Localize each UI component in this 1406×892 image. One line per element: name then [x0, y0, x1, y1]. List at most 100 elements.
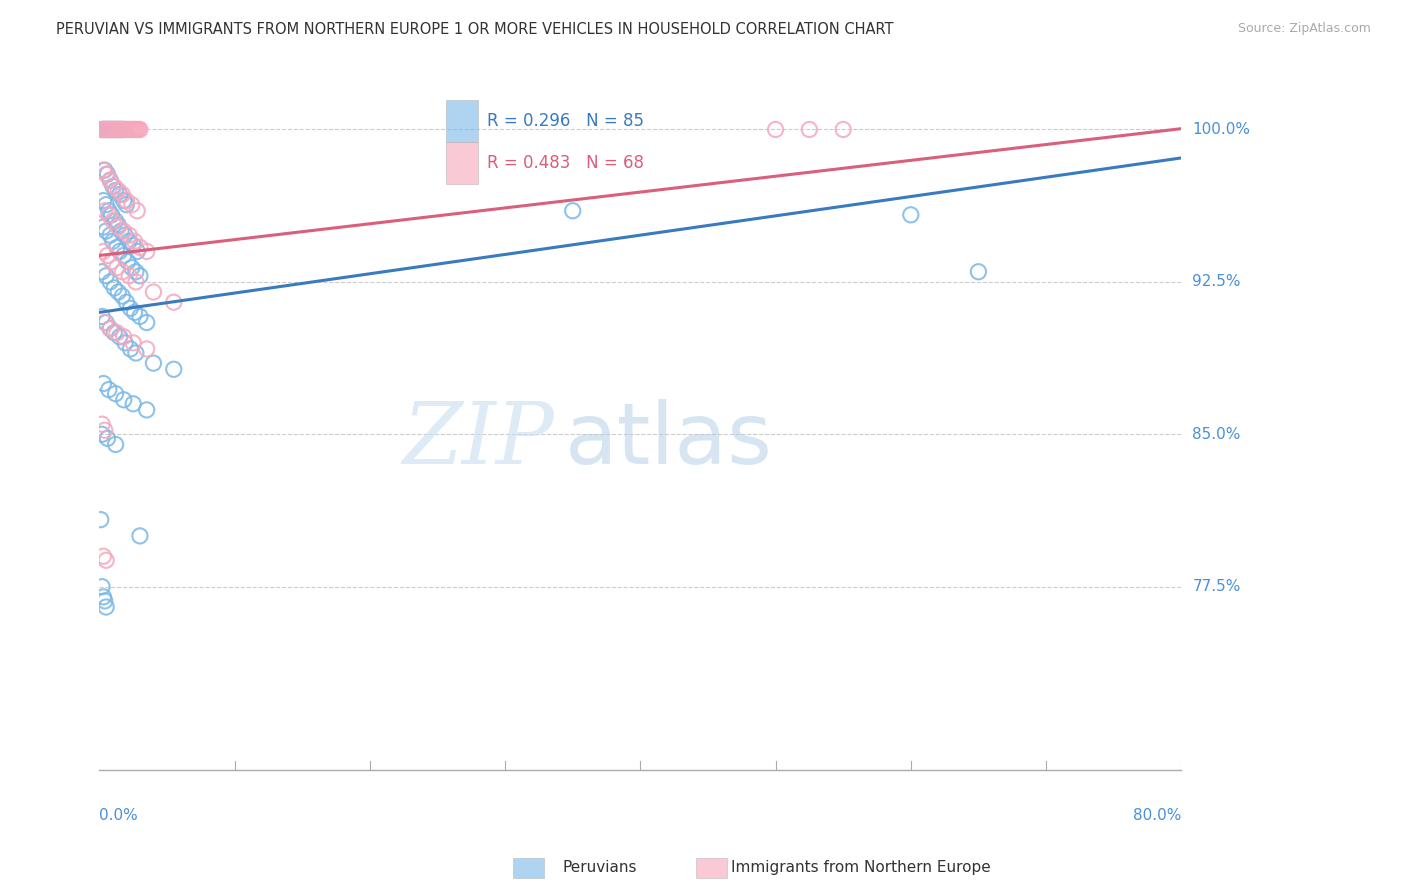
Point [93, 549, 115, 564]
Text: 0.0%: 0.0% [100, 808, 138, 823]
Point [91, 427, 114, 442]
Point [91, 417, 114, 431]
Point [112, 224, 135, 238]
Point [108, 122, 131, 136]
Point [104, 122, 127, 136]
Point [111, 122, 134, 136]
Point [98, 173, 121, 187]
Point [117, 122, 139, 136]
Point [93, 220, 115, 235]
Point [93, 590, 115, 604]
Point [103, 326, 125, 340]
Point [94, 203, 117, 218]
Point [107, 122, 129, 136]
Point [94, 122, 117, 136]
Point [94, 423, 117, 437]
Point [121, 260, 143, 275]
Point [94, 167, 117, 181]
Point [94, 224, 117, 238]
Point [100, 208, 122, 222]
Text: Source: ZipAtlas.com: Source: ZipAtlas.com [1237, 22, 1371, 36]
Point [94, 553, 117, 567]
Point [94, 122, 117, 136]
Point [135, 403, 157, 417]
Point [114, 228, 136, 243]
Point [103, 122, 125, 136]
Point [117, 254, 139, 268]
Point [115, 197, 138, 211]
Point [96, 248, 118, 262]
Point [108, 122, 131, 136]
Point [127, 244, 149, 259]
Point [107, 122, 129, 136]
Point [105, 122, 128, 136]
Point [103, 281, 125, 295]
Point [94, 594, 117, 608]
Point [115, 295, 138, 310]
Text: R = 0.296   N = 85: R = 0.296 N = 85 [486, 112, 644, 130]
Point [112, 330, 135, 344]
Point [96, 122, 118, 136]
Point [107, 285, 129, 299]
Point [142, 356, 165, 370]
Point [94, 197, 117, 211]
Point [111, 289, 134, 303]
Point [121, 197, 143, 211]
Point [122, 397, 145, 411]
Point [91, 122, 114, 136]
Text: PERUVIAN VS IMMIGRANTS FROM NORTHERN EUROPE 1 OR MORE VEHICLES IN HOUSEHOLD CORR: PERUVIAN VS IMMIGRANTS FROM NORTHERN EUR… [56, 22, 894, 37]
FancyBboxPatch shape [446, 142, 478, 184]
Point [112, 248, 135, 262]
Point [799, 122, 821, 136]
Point [94, 122, 117, 136]
Point [100, 122, 122, 136]
Point [104, 122, 127, 136]
Point [112, 194, 135, 208]
Point [91, 310, 114, 324]
Point [97, 122, 120, 136]
Point [105, 240, 128, 254]
Point [97, 208, 120, 222]
Point [104, 184, 127, 198]
Point [163, 295, 186, 310]
Point [118, 228, 141, 243]
Point [142, 285, 165, 299]
Point [107, 218, 129, 232]
Point [129, 529, 152, 543]
Point [124, 234, 146, 248]
Point [98, 321, 121, 335]
Point [96, 431, 118, 445]
Point [91, 580, 114, 594]
Point [129, 240, 152, 254]
Point [124, 122, 146, 136]
Point [101, 122, 124, 136]
Point [118, 122, 141, 136]
Point [94, 316, 117, 330]
Point [125, 275, 148, 289]
Point [90, 513, 112, 527]
Text: 92.5%: 92.5% [1192, 275, 1241, 289]
Text: atlas: atlas [565, 399, 772, 482]
Point [101, 179, 124, 194]
Text: R = 0.483   N = 68: R = 0.483 N = 68 [486, 154, 644, 172]
Point [97, 122, 120, 136]
Point [118, 234, 141, 248]
Point [112, 122, 135, 136]
Point [108, 330, 131, 344]
Point [122, 238, 145, 252]
Point [124, 305, 146, 319]
Point [129, 268, 152, 283]
Point [98, 122, 121, 136]
Point [765, 122, 787, 136]
Point [105, 260, 128, 275]
Point [122, 335, 145, 350]
Point [135, 342, 157, 356]
Point [105, 122, 128, 136]
Point [105, 326, 128, 340]
Point [125, 122, 148, 136]
Point [94, 163, 117, 178]
Point [103, 122, 125, 136]
Point [93, 122, 115, 136]
Point [127, 203, 149, 218]
Point [97, 383, 120, 397]
